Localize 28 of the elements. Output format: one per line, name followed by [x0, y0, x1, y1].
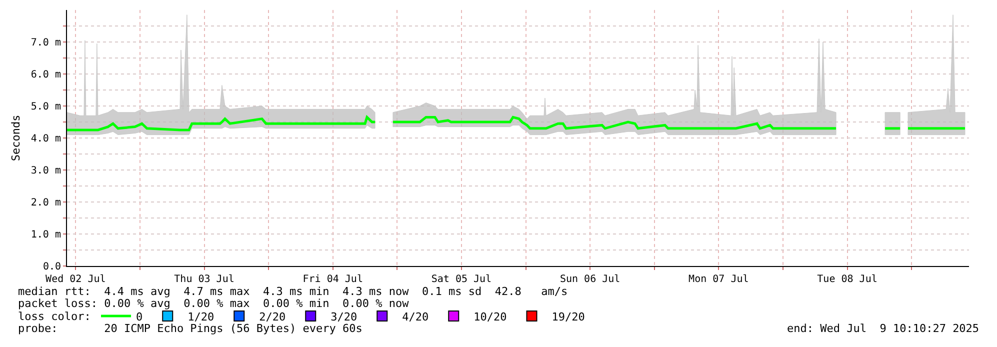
y-axis-title: Seconds [10, 114, 23, 162]
text: packet loss: 0.00 % avg 0.00 % max 0.00 % min 0.00 % now [18, 297, 410, 310]
legend-label: 4/20 [402, 310, 429, 324]
y-tick-label: 1.0 m [30, 230, 61, 240]
y-tick-label: 6.0 m [30, 70, 61, 80]
legend-label: 10/20 [474, 310, 507, 324]
text: probe: 20 ICMP Echo Pings (56 Bytes) every 60s [18, 322, 362, 335]
legend-label: 3/20 [330, 310, 358, 324]
x-tick-label: Mon 07 Jul [688, 274, 749, 285]
text: median rtt: 4.4 ms avg 4.7 ms max 4.3 ms min 4.3 ms now 0.1 ms sd 42.8 am/s [18, 285, 568, 298]
y-tick-label: 7.0 m [30, 38, 61, 48]
x-tick-label: Sun 06 Jul [560, 274, 620, 285]
legend-label: 19/20 [552, 310, 585, 324]
x-tick-label: Thu 03 Jul [174, 274, 234, 285]
y-tick-label: 2.0 m [30, 198, 61, 208]
y-tick-label: 0.0 [42, 262, 61, 272]
legend-label: 0 [136, 310, 143, 324]
x-tick-label: Sat 05 Jul [431, 274, 492, 285]
legend-title: loss color: [18, 310, 91, 323]
legend-label: 2/20 [259, 310, 286, 324]
legend-label: 1/20 [188, 310, 214, 324]
x-tick-label: Wed 02 Jul [46, 274, 106, 285]
y-tick-label: 5.0 m [30, 102, 61, 112]
text: end: Wed Jul 9 10:10:27 2025 [787, 322, 980, 335]
x-tick-label: Fri 04 Jul [302, 274, 363, 285]
x-tick-label: Tue 08 Jul [817, 274, 878, 285]
y-tick-label: 4.0 m [30, 134, 61, 144]
y-tick-label: 3.0 m [30, 166, 61, 176]
